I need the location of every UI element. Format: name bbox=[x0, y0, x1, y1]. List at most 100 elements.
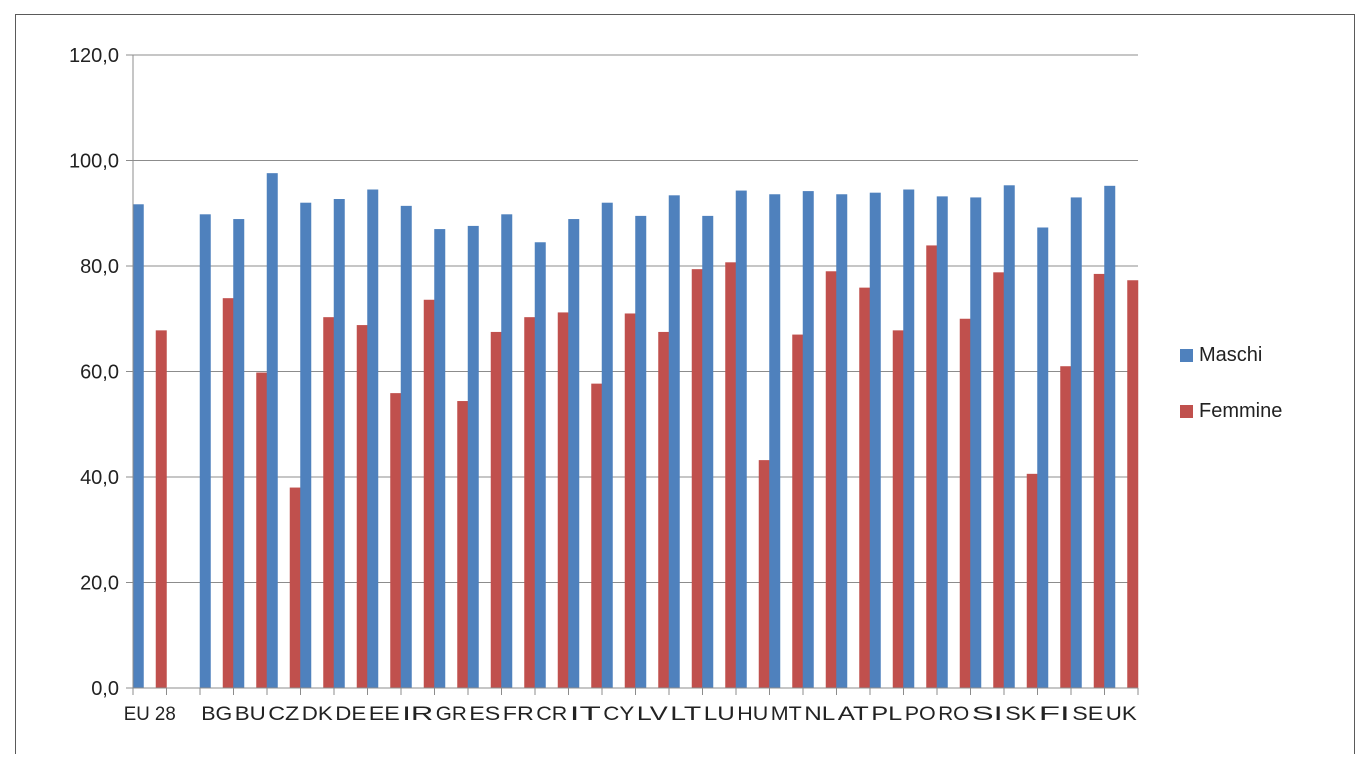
x-tick-label: LV bbox=[637, 704, 668, 725]
bar-maschi-se bbox=[1070, 197, 1082, 689]
bar-maschi-ro bbox=[936, 196, 948, 688]
bar-femmine-de bbox=[356, 325, 368, 688]
chart-frame bbox=[15, 14, 1355, 754]
bar-femmine-si bbox=[993, 272, 1005, 688]
y-tick-label: 0,0 bbox=[91, 678, 119, 700]
bar-femmine-fi bbox=[1060, 366, 1072, 688]
bar-femmine-it bbox=[591, 383, 603, 688]
x-tick-label: BU bbox=[235, 704, 266, 725]
x-tick-label: LT bbox=[670, 704, 702, 725]
x-tick-label: ES bbox=[469, 704, 500, 725]
bar-maschi-nl bbox=[802, 191, 814, 688]
bar-maschi-cr bbox=[534, 242, 546, 688]
x-tick-label: CR bbox=[536, 704, 567, 725]
legend-swatch-femmine bbox=[1180, 404, 1193, 418]
x-tick-label: EE bbox=[369, 704, 400, 725]
legend-label-maschi: Maschi bbox=[1199, 343, 1263, 366]
bar-femmine-lt bbox=[691, 269, 703, 688]
bar-maschi-uk bbox=[1104, 185, 1116, 688]
bar-maschi-hu bbox=[735, 190, 747, 688]
legend-swatch-maschi bbox=[1180, 348, 1193, 362]
x-axis-tick-labels: EU 28 BG BU CZ DK DE EE IR GR ES FR CR IT CY LV LT LU HU M… bbox=[124, 688, 1139, 725]
bar-femmine-cr bbox=[557, 312, 569, 688]
x-tick-label: UK bbox=[1106, 704, 1137, 725]
bar-maschi-si bbox=[970, 197, 982, 689]
bar-femmine-gr bbox=[457, 401, 469, 688]
x-tick-label: SK bbox=[1005, 704, 1036, 725]
bar-femmine-pl bbox=[892, 330, 904, 688]
bar-femmine-se bbox=[1093, 273, 1105, 688]
bar-maschi-lu bbox=[702, 215, 714, 688]
bar-femmine-lu bbox=[725, 262, 737, 688]
y-tick-label: 60,0 bbox=[80, 362, 119, 384]
bars bbox=[132, 173, 1139, 689]
bar-maschi-es bbox=[467, 225, 479, 688]
x-tick-label: MT bbox=[771, 704, 802, 725]
legend-item-maschi: Maschi bbox=[1180, 342, 1282, 368]
bar-maschi-ee bbox=[367, 189, 379, 688]
bar-maschi-at bbox=[836, 194, 848, 688]
x-tick-label: CY bbox=[603, 704, 634, 725]
y-tick-label: 40,0 bbox=[80, 467, 119, 489]
bar-maschi-bg bbox=[199, 214, 211, 688]
y-tick-label: 80,0 bbox=[80, 256, 119, 278]
bar-femmine-ee bbox=[390, 393, 402, 688]
legend-label-femmine: Femmine bbox=[1199, 399, 1283, 422]
x-tick-label: GR bbox=[436, 704, 467, 725]
bar-femmine-bu bbox=[256, 372, 268, 688]
x-tick-label: IT bbox=[570, 704, 602, 725]
bar-maschi-lt bbox=[668, 195, 680, 688]
bar-maschi-sk bbox=[1003, 185, 1015, 689]
bar-maschi-pl bbox=[869, 192, 881, 689]
bar-femmine-at bbox=[859, 287, 871, 688]
x-tick-label: BG bbox=[201, 704, 232, 725]
bar-maschi-dk bbox=[300, 202, 312, 688]
x-tick-label: FI bbox=[1039, 704, 1070, 725]
bar-maschi-bu bbox=[233, 219, 245, 689]
x-tick-label: SE bbox=[1072, 704, 1103, 725]
x-tick-label: EU 28 bbox=[124, 704, 176, 725]
bar-femmine-es bbox=[490, 331, 502, 688]
bar-femmine-sk bbox=[1026, 473, 1038, 688]
legend: Maschi Femmine bbox=[1180, 342, 1282, 454]
x-tick-label: DE bbox=[335, 704, 366, 725]
x-tick-label: FR bbox=[503, 704, 534, 725]
bar-femmine-nl bbox=[825, 271, 837, 688]
bar-femmine-hu bbox=[758, 460, 770, 688]
bar-maschi-lv bbox=[635, 215, 647, 688]
x-tick-label: PL bbox=[871, 704, 902, 725]
x-tick-label: HU bbox=[737, 704, 768, 725]
x-tick-label: AT bbox=[838, 704, 870, 725]
bar-maschi-cy bbox=[601, 202, 613, 688]
x-tick-label: SI bbox=[972, 704, 1003, 725]
legend-item-femmine: Femmine bbox=[1180, 398, 1282, 424]
bar-maschi-gr bbox=[434, 229, 446, 688]
bar-femmine-fr bbox=[524, 317, 536, 688]
bar-femmine-cy bbox=[624, 313, 636, 688]
bar-femmine-po bbox=[926, 245, 938, 689]
bar-femmine-ro bbox=[959, 318, 971, 688]
bar-femmine-uk bbox=[1127, 280, 1139, 688]
bar-maschi-ir bbox=[400, 205, 412, 689]
y-axis-tick-labels: 0,0 20,0 40,0 60,0 80,0 100,0 120,0 bbox=[69, 45, 119, 700]
bar-maschi-po bbox=[903, 189, 915, 688]
bar-femmine-cz bbox=[289, 487, 301, 688]
bar-femmine-ir bbox=[423, 299, 435, 688]
bar-maschi-it bbox=[568, 219, 580, 689]
bar-maschi-fr bbox=[501, 214, 513, 688]
y-tick-label: 100,0 bbox=[69, 151, 119, 173]
bar-femmine-lv bbox=[658, 331, 670, 688]
bar-maschi-cz bbox=[266, 173, 278, 688]
x-tick-label: NL bbox=[804, 704, 835, 725]
bar-femmine-mt bbox=[792, 334, 804, 688]
bar-maschi-de bbox=[333, 199, 345, 688]
bar-femmine-dk bbox=[323, 317, 335, 688]
x-tick-label: IR bbox=[402, 704, 433, 725]
bar-femmine-bg bbox=[222, 298, 234, 688]
bar-maschi-fi bbox=[1037, 227, 1049, 688]
x-tick-label: RO bbox=[938, 704, 969, 725]
x-tick-label: PO bbox=[905, 704, 936, 725]
x-tick-label: DK bbox=[302, 704, 333, 725]
y-tick-label: 120,0 bbox=[69, 45, 119, 67]
